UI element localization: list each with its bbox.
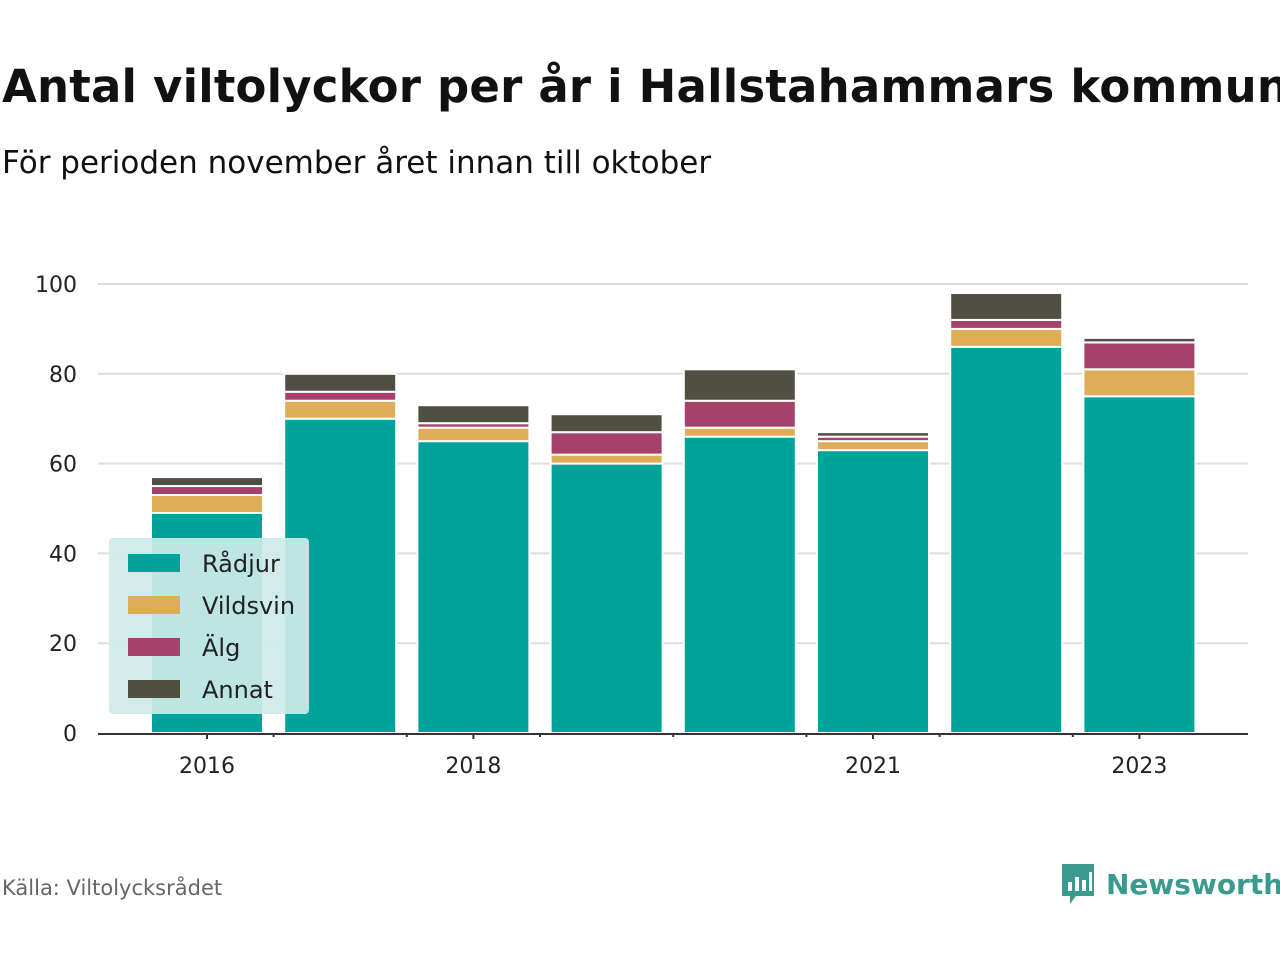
y-tick-label: 20 bbox=[49, 632, 77, 657]
legend-swatch-rdjur bbox=[128, 554, 180, 572]
bar-lg-2022 bbox=[949, 318, 1064, 330]
brand-logo: Newsworthy bbox=[1060, 862, 1280, 906]
legend-label: Älg bbox=[202, 633, 240, 662]
legend-label: Annat bbox=[202, 676, 273, 704]
bar-vildsvin-2023 bbox=[1082, 368, 1197, 398]
bar-rdjur-2019 bbox=[549, 462, 664, 734]
bar-annat-2018 bbox=[416, 404, 531, 425]
bar-annat-2020 bbox=[682, 368, 797, 402]
bar-vildsvin-2020 bbox=[682, 426, 797, 438]
bar-lg-2020 bbox=[682, 399, 797, 429]
brand-name: Newsworthy bbox=[1106, 867, 1280, 901]
bar-annat-2017 bbox=[283, 372, 398, 393]
bar-annat-2021 bbox=[816, 431, 930, 438]
bar-vildsvin-2018 bbox=[416, 426, 531, 443]
bar-annat-2019 bbox=[549, 413, 664, 434]
bar-lg-2019 bbox=[549, 431, 664, 456]
bar-vildsvin-2016 bbox=[150, 494, 264, 514]
bar-vildsvin-2022 bbox=[949, 327, 1064, 348]
bar-vildsvin-2017 bbox=[283, 399, 398, 420]
y-tick-label: 0 bbox=[63, 722, 77, 747]
y-tick-label: 40 bbox=[49, 542, 77, 567]
bar-rdjur-2022 bbox=[949, 345, 1064, 734]
chart-title: Antal viltolyckor per år i Hallstahammar… bbox=[2, 60, 1280, 113]
y-tick-label: 60 bbox=[49, 453, 77, 478]
newsworthy-icon bbox=[1062, 864, 1094, 904]
bar-annat-2016 bbox=[150, 476, 264, 488]
legend-swatch-vildsvin bbox=[128, 596, 180, 614]
legend-label: Vildsvin bbox=[202, 592, 295, 620]
bar-lg-2023 bbox=[1082, 341, 1197, 371]
bar-vildsvin-2021 bbox=[816, 440, 930, 452]
bar-annat-2023 bbox=[1082, 336, 1197, 344]
bar-vildsvin-2019 bbox=[549, 453, 664, 465]
chart-subtitle: För perioden november året innan till ok… bbox=[2, 145, 712, 181]
bar-rdjur-2021 bbox=[816, 449, 930, 734]
source-note: Källa: Viltolycksrådet bbox=[2, 876, 223, 900]
y-tick-label: 100 bbox=[35, 273, 77, 298]
bar-rdjur-2020 bbox=[682, 435, 797, 734]
x-tick-label: 2021 bbox=[845, 754, 901, 779]
bar-lg-2017 bbox=[283, 390, 398, 402]
x-tick-label: 2018 bbox=[445, 754, 501, 779]
legend-swatch-annat bbox=[128, 680, 180, 698]
bar-rdjur-2018 bbox=[416, 440, 531, 734]
x-tick-label: 2016 bbox=[179, 754, 235, 779]
legend-label: Rådjur bbox=[202, 549, 280, 578]
x-tick-label: 2023 bbox=[1111, 754, 1167, 779]
legend-box bbox=[109, 538, 309, 714]
bar-lg-2016 bbox=[150, 485, 264, 497]
bar-rdjur-2023 bbox=[1082, 395, 1197, 734]
legend-swatch-lg bbox=[128, 638, 180, 656]
bar-annat-2022 bbox=[949, 291, 1064, 321]
y-tick-label: 80 bbox=[49, 363, 77, 388]
legend: Rådjur Vildsvin Älg Annat bbox=[109, 538, 309, 714]
